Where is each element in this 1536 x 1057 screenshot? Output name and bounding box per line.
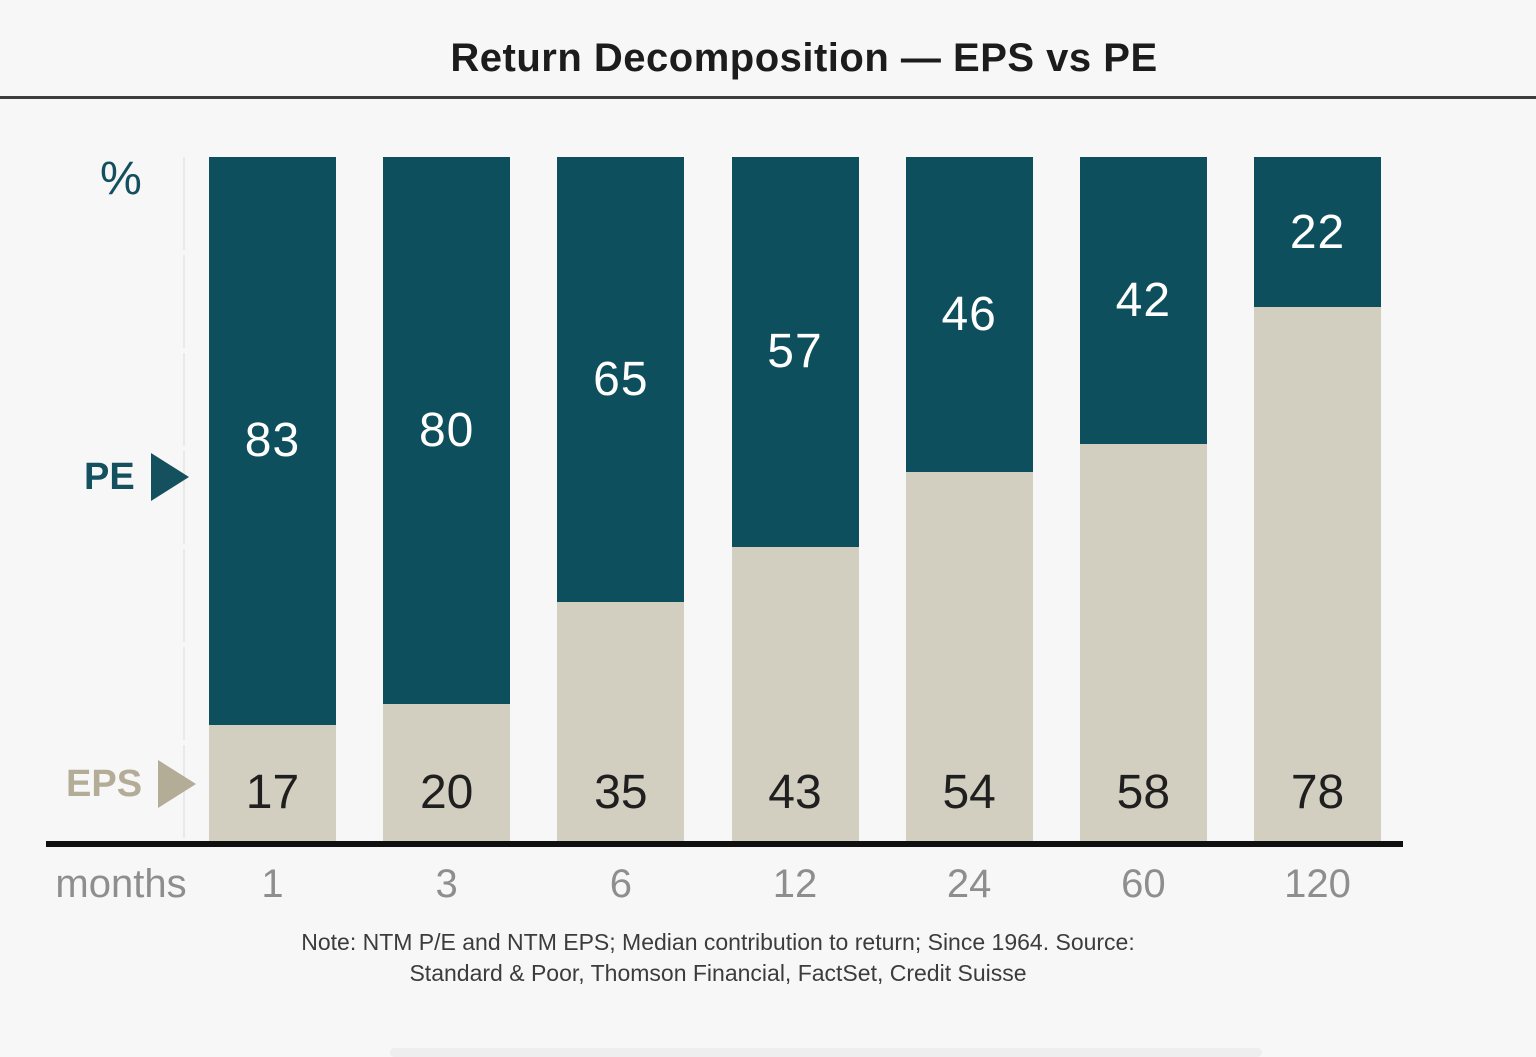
eps-value-label: 17 [245, 765, 300, 819]
month-tick-label: 120 [1284, 862, 1351, 906]
stacked-bar: 83 17 [209, 157, 336, 841]
pe-value-label: 65 [593, 352, 649, 406]
pe-arrow-icon [150, 453, 189, 501]
eps-value-label: 58 [1116, 765, 1171, 819]
legend-eps-label: EPS [66, 762, 143, 805]
pe-segment: 46 [905, 157, 1033, 472]
pe-segment: 80 [383, 157, 511, 705]
legend-eps: EPS [66, 760, 197, 808]
pe-value-label: 83 [244, 414, 301, 468]
stacked-bar: 42 58 [1079, 157, 1207, 841]
stacked-bar: 57 43 [731, 157, 859, 841]
month-tick-label: 6 [609, 862, 632, 906]
title-divider [0, 96, 1536, 99]
eps-segment: 35 [557, 601, 685, 841]
eps-arrow-icon [158, 760, 197, 808]
eps-value-label: 20 [419, 765, 474, 819]
chart-title: Return Decomposition — EPS vs PE [450, 36, 1158, 80]
pe-segment: 65 [557, 157, 685, 602]
y-axis-unit-label: % [100, 151, 142, 204]
legend-pe: PE [84, 453, 189, 501]
eps-value-label: 54 [942, 765, 996, 819]
eps-value-label: 35 [594, 765, 648, 819]
x-axis-line [46, 841, 1403, 847]
eps-segment: 17 [209, 724, 336, 841]
eps-segment: 78 [1254, 307, 1382, 841]
eps-value-label: 78 [1290, 765, 1345, 819]
eps-segment: 54 [905, 471, 1033, 841]
eps-segment: 58 [1079, 444, 1207, 841]
pe-value-label: 42 [1115, 274, 1172, 328]
footnote-line-2: Standard & Poor, Thomson Financial, Fact… [409, 960, 1027, 986]
stacked-bar: 80 20 [383, 157, 511, 841]
month-tick-label: 12 [772, 862, 818, 906]
month-tick-label: 1 [261, 862, 284, 906]
month-tick-label: 24 [946, 862, 992, 906]
pe-segment: 42 [1079, 157, 1207, 445]
eps-segment: 20 [383, 704, 511, 841]
x-axis-title: months [55, 862, 187, 906]
pe-value-label: 57 [767, 325, 823, 379]
month-tick-label: 60 [1121, 862, 1166, 906]
pe-value-label: 80 [418, 404, 475, 458]
stacked-bar: 65 35 [557, 157, 685, 841]
stacked-bar: 46 54 [905, 157, 1033, 841]
month-tick-label: 3 [435, 862, 458, 906]
eps-value-label: 43 [768, 765, 822, 819]
eps-segment: 43 [731, 546, 859, 841]
pe-segment: 22 [1254, 157, 1382, 308]
footer-strip [390, 1048, 1262, 1057]
pe-value-label: 46 [941, 287, 997, 341]
pe-value-label: 22 [1289, 205, 1346, 259]
footnote: Note: NTM P/E and NTM EPS; Median contri… [0, 927, 1486, 989]
legend-pe-label: PE [84, 455, 135, 498]
footnote-line-1: Note: NTM P/E and NTM EPS; Median contri… [301, 929, 1135, 955]
pe-segment: 57 [731, 157, 859, 547]
stacked-bar: 22 78 [1254, 157, 1382, 841]
pe-segment: 83 [209, 157, 336, 725]
